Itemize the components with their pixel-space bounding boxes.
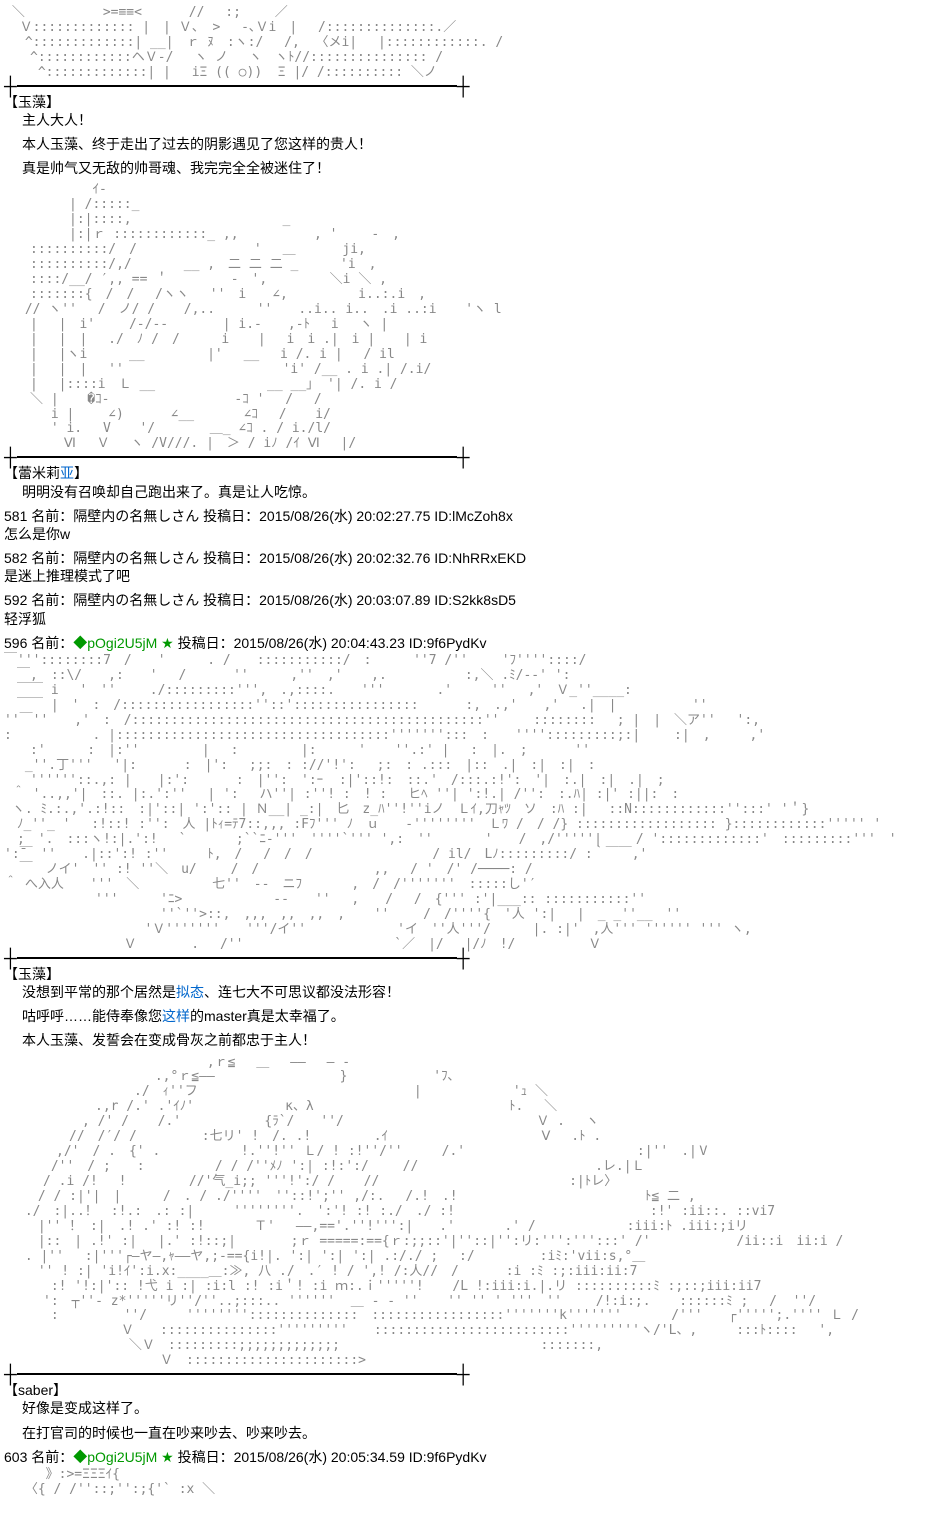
- ascii-art-2: ｲ- | /:::::_ |:|::::, _ |:|ｒ :::::::::::…: [4, 183, 923, 452]
- dialogue-line: 主人大人！: [4, 111, 923, 129]
- dialogue-line: 明明没有召唤却自己跑出来了。真是让人吃惊。: [4, 483, 923, 501]
- dialogue-line: 真是帅气又无敌的帅哥魂、我完完全全被迷住了！: [4, 159, 923, 177]
- link-text[interactable]: 亚: [60, 465, 74, 481]
- speaker-remilia: 【蕾米莉亚】: [4, 464, 923, 482]
- divider: ┼┼: [4, 957, 923, 959]
- post-body: 轻浮狐: [4, 610, 923, 628]
- ascii-art-4: ,ｒ≦ ＿ ―― ― - .,°ｒ≦―― } 'ﾌ､ ./ ｨ''フ | 'ｭ …: [4, 1056, 923, 1370]
- dialogue-line: 本人玉藻、发誓会在变成骨灰之前都忠于主人！: [4, 1031, 923, 1049]
- post-header-603: 603 名前：◆pOgi2U5jM ★ 投稿日：2015/08/26(水) 20…: [4, 1448, 923, 1466]
- ascii-art-3: ￣'''::::::::7 / ' . / :::::::::::/ : ''7…: [4, 654, 923, 953]
- dialogue-line: 好像是变成这样了。: [4, 1399, 923, 1417]
- post-header-592: 592 名前：隔壁内の名無しさん 投稿日：2015/08/26(水) 20:03…: [4, 591, 923, 609]
- divider: ┼┼: [4, 1373, 923, 1375]
- post-body: 是迷上推理模式了吧: [4, 567, 923, 585]
- ascii-art-1: ＼ >=≡≡< // :; ／ Ｖ::::::::::::: | | Ｖ、 > …: [4, 6, 923, 81]
- link-text[interactable]: 拟态: [176, 984, 204, 1000]
- tripcode-link[interactable]: ◆pOgi2U5jM ★: [73, 1449, 173, 1465]
- ascii-art-5: 》:>=ΞΞΞｲ{ 〈{ / /''::;'':;{'` :x ＼: [4, 1468, 923, 1498]
- divider: ┼┼: [4, 456, 923, 458]
- dialogue-line: 在打官司的时候也一直在吵来吵去、吵来吵去。: [4, 1424, 923, 1442]
- dialogue-line: 本人玉藻、终于走出了过去的阴影遇见了您这样的贵人！: [4, 135, 923, 153]
- dialogue-line: 咕呼呼……能侍奉像您这样的master真是太幸福了。: [4, 1007, 923, 1025]
- tripcode-link[interactable]: ◆pOgi2U5jM ★: [73, 635, 173, 651]
- post-header-582: 582 名前：隔壁内の名無しさん 投稿日：2015/08/26(水) 20:02…: [4, 549, 923, 567]
- link-text[interactable]: 这样: [162, 1008, 190, 1024]
- post-header-596: 596 名前：◆pOgi2U5jM ★ 投稿日：2015/08/26(水) 20…: [4, 634, 923, 652]
- dialogue-line: 没想到平常的那个居然是拟态、连七大不可思议都没法形容！: [4, 983, 923, 1001]
- post-header-581: 581 名前：隔壁内の名無しさん 投稿日：2015/08/26(水) 20:02…: [4, 507, 923, 525]
- divider: ┼┼: [4, 85, 923, 87]
- post-body: 怎么是你w: [4, 525, 923, 543]
